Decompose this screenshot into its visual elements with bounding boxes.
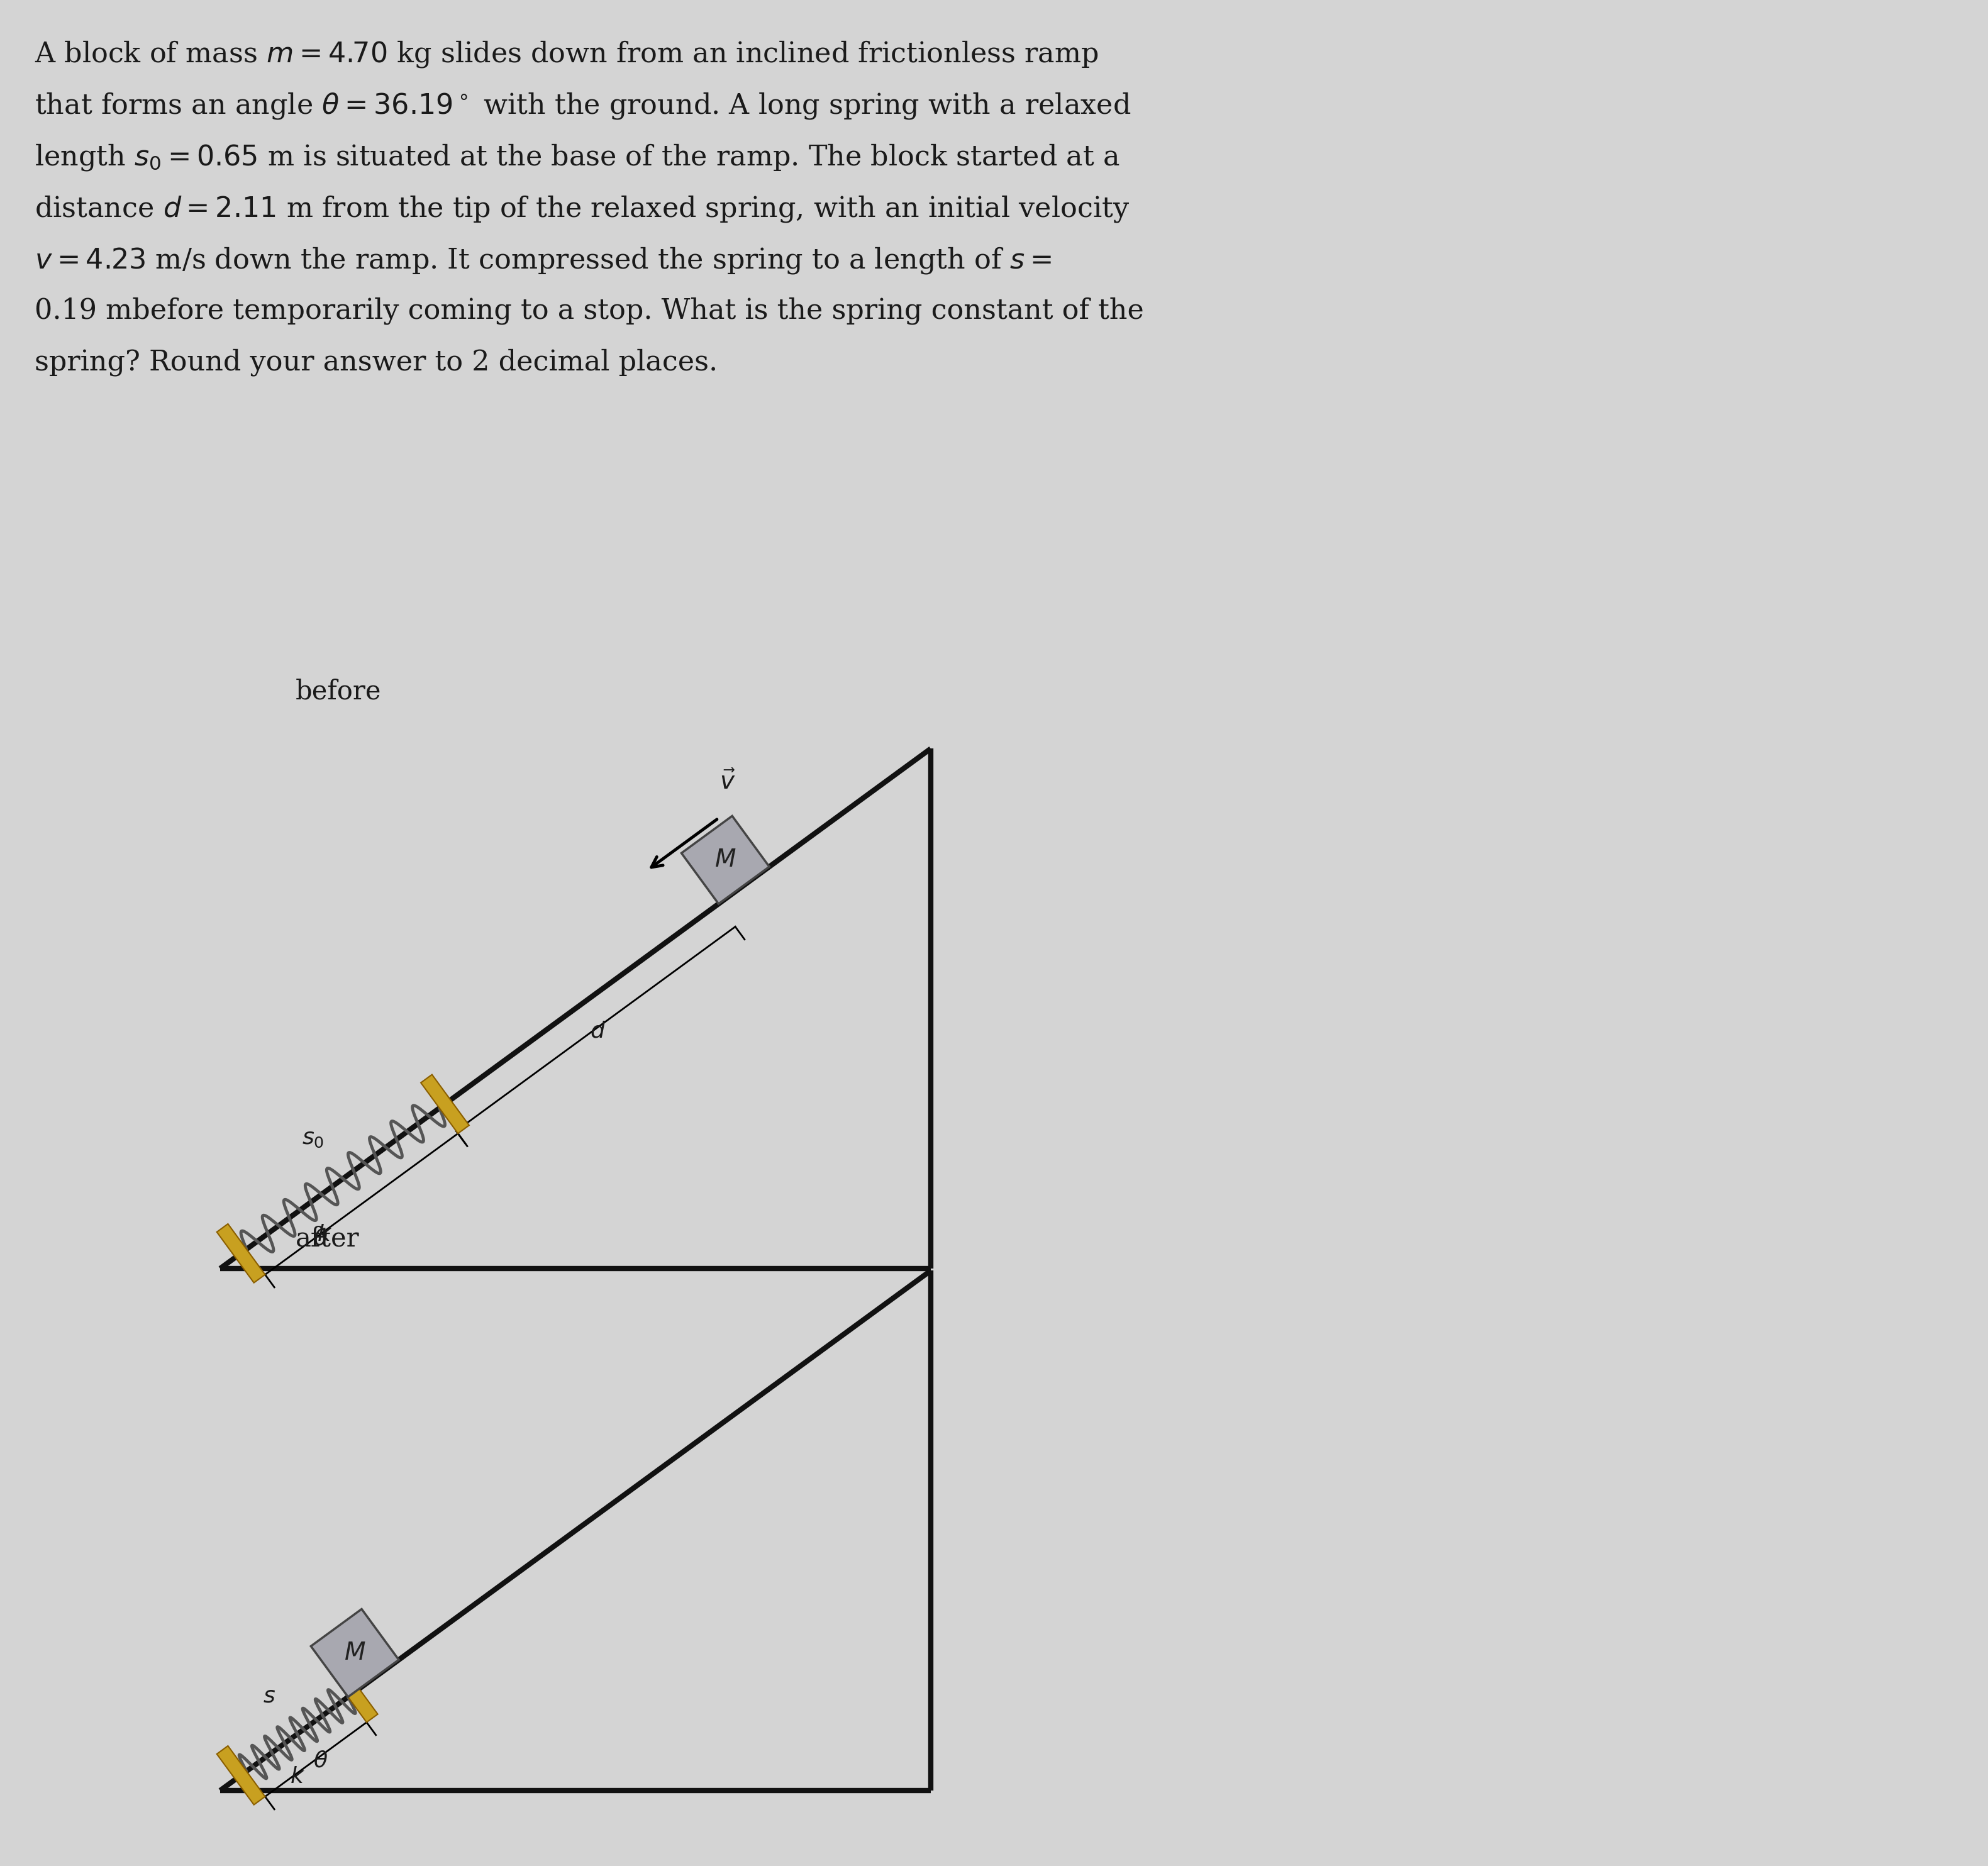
Text: $s_0$: $s_0$ [302, 1127, 324, 1149]
Polygon shape [310, 1608, 400, 1696]
Text: before: before [296, 677, 382, 705]
Polygon shape [421, 1075, 469, 1133]
Polygon shape [217, 1747, 264, 1804]
Text: 0.19 mbefore temporarily coming to a stop. What is the spring constant of the: 0.19 mbefore temporarily coming to a sto… [34, 297, 1143, 325]
Polygon shape [217, 1224, 264, 1282]
Polygon shape [682, 815, 769, 903]
Text: length $s_0 = 0.65$ m is situated at the base of the ramp. The block started at : length $s_0 = 0.65$ m is situated at the… [34, 142, 1119, 172]
Text: $s$: $s$ [262, 1685, 276, 1707]
Text: $d$: $d$ [590, 1021, 606, 1041]
Text: $k$: $k$ [318, 1224, 332, 1245]
Text: $M$: $M$ [344, 1640, 366, 1664]
Text: $v = 4.23$ m/s down the ramp. It compressed the spring to a length of $s =$: $v = 4.23$ m/s down the ramp. It compres… [34, 244, 1052, 276]
Text: $\vec{v}$: $\vec{v}$ [720, 771, 736, 795]
Text: after: after [296, 1226, 360, 1252]
Polygon shape [330, 1663, 378, 1722]
Text: $\theta$: $\theta$ [314, 1228, 328, 1250]
Text: distance $d = 2.11$ m from the tip of the relaxed spring, with an initial veloci: distance $d = 2.11$ m from the tip of th… [34, 194, 1129, 224]
Text: $M$: $M$ [714, 847, 736, 871]
Text: $\theta$: $\theta$ [314, 1750, 328, 1771]
Text: that forms an angle $\theta = 36.19^\circ$ with the ground. A long spring with a: that forms an angle $\theta = 36.19^\cir… [34, 91, 1131, 121]
Text: spring? Round your answer to 2 decimal places.: spring? Round your answer to 2 decimal p… [34, 349, 718, 375]
Text: $k$: $k$ [290, 1765, 304, 1788]
Text: A block of mass $m = 4.70$ kg slides down from an inclined frictionless ramp: A block of mass $m = 4.70$ kg slides dow… [34, 39, 1099, 69]
